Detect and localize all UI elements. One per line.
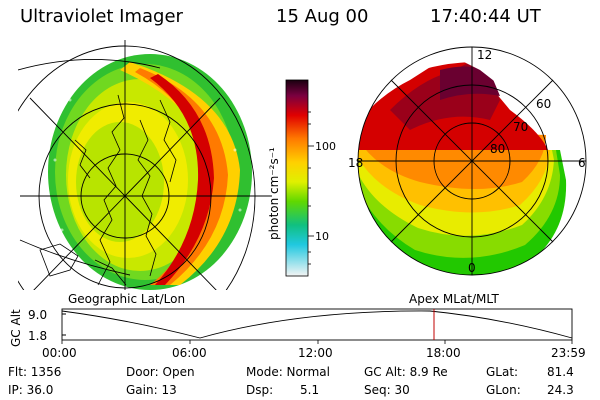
status-gcalt: GC Alt: 8.9 Re	[364, 365, 448, 379]
polar-image: 12 18 6 0 60 70 80	[348, 46, 587, 276]
altitude-ylabel: GC Alt	[9, 309, 23, 347]
lat-label-80: 80	[490, 142, 505, 156]
status-mode: Mode: Normal	[246, 365, 330, 379]
mlt-label-12: 12	[477, 48, 492, 62]
status-dsp-value: 5.1	[300, 383, 320, 397]
status-seq: Seq: 30	[364, 383, 410, 397]
altitude-xtick-0000: 00:00	[42, 346, 77, 360]
altitude-chart: GC Alt 9.0 1.8 00:00 06:00 12:00 18:00 2…	[9, 308, 586, 360]
left-panel-caption: Geographic Lat/Lon	[68, 292, 185, 306]
lat-label-70: 70	[513, 120, 528, 134]
altitude-ytick-1.8: 1.8	[28, 329, 47, 343]
header-time: 17:40:44 UT	[430, 6, 541, 27]
status-glon-value: 24.3	[547, 383, 574, 397]
status-door: Door: Open	[126, 365, 195, 379]
altitude-xtick-1200: 12:00	[298, 346, 333, 360]
status-glat-label: GLat:	[486, 365, 519, 379]
mlt-label-0: 0	[468, 261, 476, 275]
mlt-label-18: 18	[348, 156, 363, 170]
instrument-title: Ultraviolet Imager	[20, 6, 183, 27]
geographic-image	[18, 40, 272, 290]
lat-label-60: 60	[536, 97, 551, 111]
status-flt: Flt: 1356	[8, 365, 62, 379]
colorbar	[285, 79, 309, 277]
right-panel-caption: Apex MLat/MLT	[409, 292, 499, 306]
altitude-xtick-2359: 23:59	[551, 346, 586, 360]
status-glon-label: GLon:	[486, 383, 521, 397]
altitude-trace	[61, 310, 573, 339]
status-glat-value: 81.4	[547, 365, 574, 379]
colorbar-unit-label: photon cm⁻²s⁻¹	[267, 147, 281, 240]
status-dsp-label: Dsp:	[246, 383, 274, 397]
altitude-xtick-0600: 06:00	[172, 346, 207, 360]
mlt-label-6: 6	[578, 156, 586, 170]
status-ip: IP: 36.0	[8, 383, 54, 397]
colorbar-tick-10: 10	[315, 230, 329, 243]
altitude-ytick-9: 9.0	[28, 308, 47, 322]
header-date: 15 Aug 00	[276, 6, 369, 27]
colorbar-tick-100: 100	[315, 140, 336, 153]
status-gain: Gain: 13	[126, 383, 177, 397]
altitude-xtick-1800: 18:00	[426, 346, 461, 360]
